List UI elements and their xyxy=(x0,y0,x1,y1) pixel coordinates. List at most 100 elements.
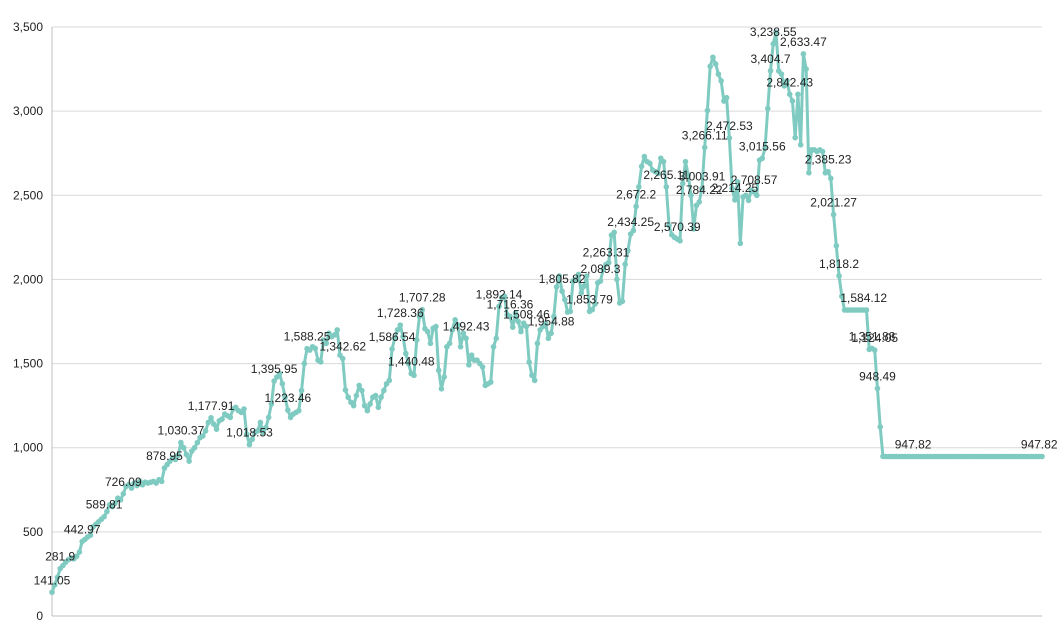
data-point xyxy=(636,184,642,190)
data-label: 3,266.11 xyxy=(682,128,728,142)
data-point xyxy=(378,394,384,401)
data-label: 2,633.47 xyxy=(780,35,827,49)
data-point xyxy=(265,414,272,421)
data-point xyxy=(786,91,793,98)
data-point xyxy=(194,439,201,446)
data-point xyxy=(375,404,382,411)
data-point xyxy=(243,431,250,438)
data-label: 589.81 xyxy=(86,498,123,512)
data-label: 878.95 xyxy=(146,449,183,463)
data-point xyxy=(389,346,395,352)
data-point xyxy=(833,242,840,249)
data-label: 1,508.46 xyxy=(503,308,550,322)
data-point xyxy=(457,343,464,350)
data-point xyxy=(466,362,472,368)
data-point xyxy=(334,327,341,333)
data-label: 1,177.91 xyxy=(188,399,235,413)
data-point xyxy=(180,444,187,451)
data-label: 947.82 xyxy=(895,437,932,451)
data-point xyxy=(556,273,563,279)
data-label: 1,018.53 xyxy=(226,426,273,440)
data-point xyxy=(435,367,442,374)
data-point xyxy=(734,179,741,185)
data-label: 3,404.7 xyxy=(750,52,790,66)
data-label: 3,003.91 xyxy=(679,170,726,184)
data-point xyxy=(200,433,206,439)
data-point xyxy=(531,377,538,384)
data-point xyxy=(342,387,349,393)
data-point xyxy=(688,192,694,199)
data-point xyxy=(534,340,541,347)
data-label: 2,570.39 xyxy=(654,220,701,234)
data-label: 1,892.14 xyxy=(476,287,523,301)
data-point xyxy=(767,67,774,74)
data-point xyxy=(411,372,417,379)
data-label: 1,818.2 xyxy=(819,257,859,271)
data-point xyxy=(682,158,689,165)
data-label: 1,588.25 xyxy=(284,330,331,344)
data-point xyxy=(496,303,502,310)
data-point xyxy=(718,78,724,84)
data-point xyxy=(254,428,261,434)
data-label: 1,124.05 xyxy=(851,331,898,345)
data-point xyxy=(493,335,500,342)
data-point xyxy=(753,192,760,199)
data-label: 1,805.82 xyxy=(539,272,586,286)
data-point xyxy=(73,553,80,560)
data-point xyxy=(625,248,631,254)
data-label: 2,784.22 xyxy=(676,183,723,197)
data-point xyxy=(205,419,212,426)
data-point xyxy=(729,185,735,192)
y-tick-label: 2,500 xyxy=(13,188,43,202)
data-point xyxy=(345,394,351,401)
data-point xyxy=(350,402,357,409)
data-point xyxy=(792,134,798,141)
data-point xyxy=(819,148,826,155)
data-point xyxy=(701,144,708,151)
data-point xyxy=(353,392,360,399)
data-point xyxy=(523,323,530,330)
data-point xyxy=(630,227,637,234)
data-point xyxy=(246,441,253,448)
data-point xyxy=(712,61,719,67)
data-label: 2,842.43 xyxy=(766,75,813,89)
data-label: 1,030.37 xyxy=(158,424,205,438)
data-point xyxy=(391,335,398,342)
y-tick-label: 0 xyxy=(36,609,43,621)
data-point xyxy=(559,288,565,295)
data-point xyxy=(213,426,220,433)
data-point xyxy=(260,429,266,436)
data-point xyxy=(679,180,686,187)
data-point xyxy=(762,145,768,151)
data-point xyxy=(361,402,368,409)
data-point xyxy=(548,330,554,337)
data-point xyxy=(101,513,107,520)
y-tick-label: 1,500 xyxy=(13,357,43,371)
data-label: 2,672.2 xyxy=(616,187,656,201)
data-point xyxy=(871,347,878,353)
data-point xyxy=(427,340,434,347)
data-point xyxy=(581,283,587,289)
data-point xyxy=(690,226,697,232)
data-point xyxy=(600,266,607,273)
data-label: 2,385.23 xyxy=(805,153,852,167)
data-point xyxy=(666,222,672,229)
data-point xyxy=(685,172,692,178)
data-point xyxy=(605,259,612,266)
data-label: 2,708.57 xyxy=(731,173,778,187)
data-point xyxy=(249,436,255,443)
data-point xyxy=(647,160,653,167)
data-point xyxy=(120,491,127,497)
data-point xyxy=(874,385,881,392)
data-label: 1,853.79 xyxy=(566,292,613,306)
data-label: 726.09 xyxy=(105,475,142,489)
data-label: 1,716.36 xyxy=(487,297,534,311)
data-point xyxy=(518,328,524,335)
data-point xyxy=(381,387,387,394)
data-point xyxy=(545,335,552,342)
data-label: 1,584.12 xyxy=(840,291,887,305)
data-point xyxy=(394,327,401,333)
data-point xyxy=(364,407,371,414)
data-point xyxy=(830,211,837,218)
